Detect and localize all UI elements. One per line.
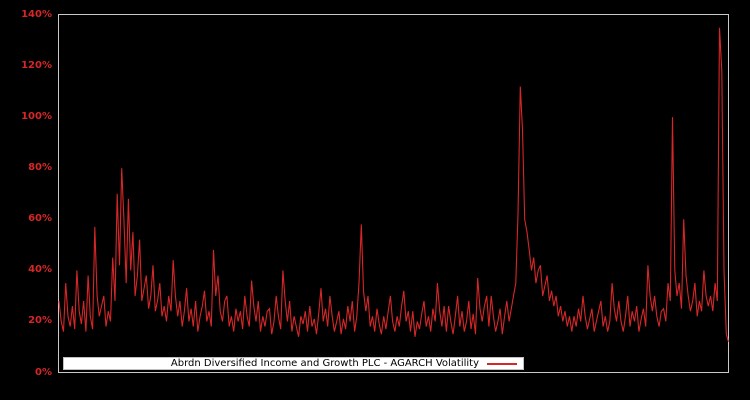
y-axis-tick-label: 100% [21,111,52,123]
legend-line-sample-icon [487,362,517,365]
legend-label: Abrdn Diversified Income and Growth PLC … [170,358,479,369]
y-axis-tick-label: 60% [28,213,52,225]
y-axis-tick-label: 20% [28,315,52,327]
y-axis-tick-label: 140% [21,9,52,20]
y-axis-tick-label: 0% [35,366,52,378]
legend: Abrdn Diversified Income and Growth PLC … [63,357,524,370]
y-axis-tick-label: 40% [28,264,52,276]
agarch-volatility-line [58,27,730,343]
y-axis-tick-label: 80% [28,162,52,174]
y-axis-tick-label: 120% [21,60,52,72]
